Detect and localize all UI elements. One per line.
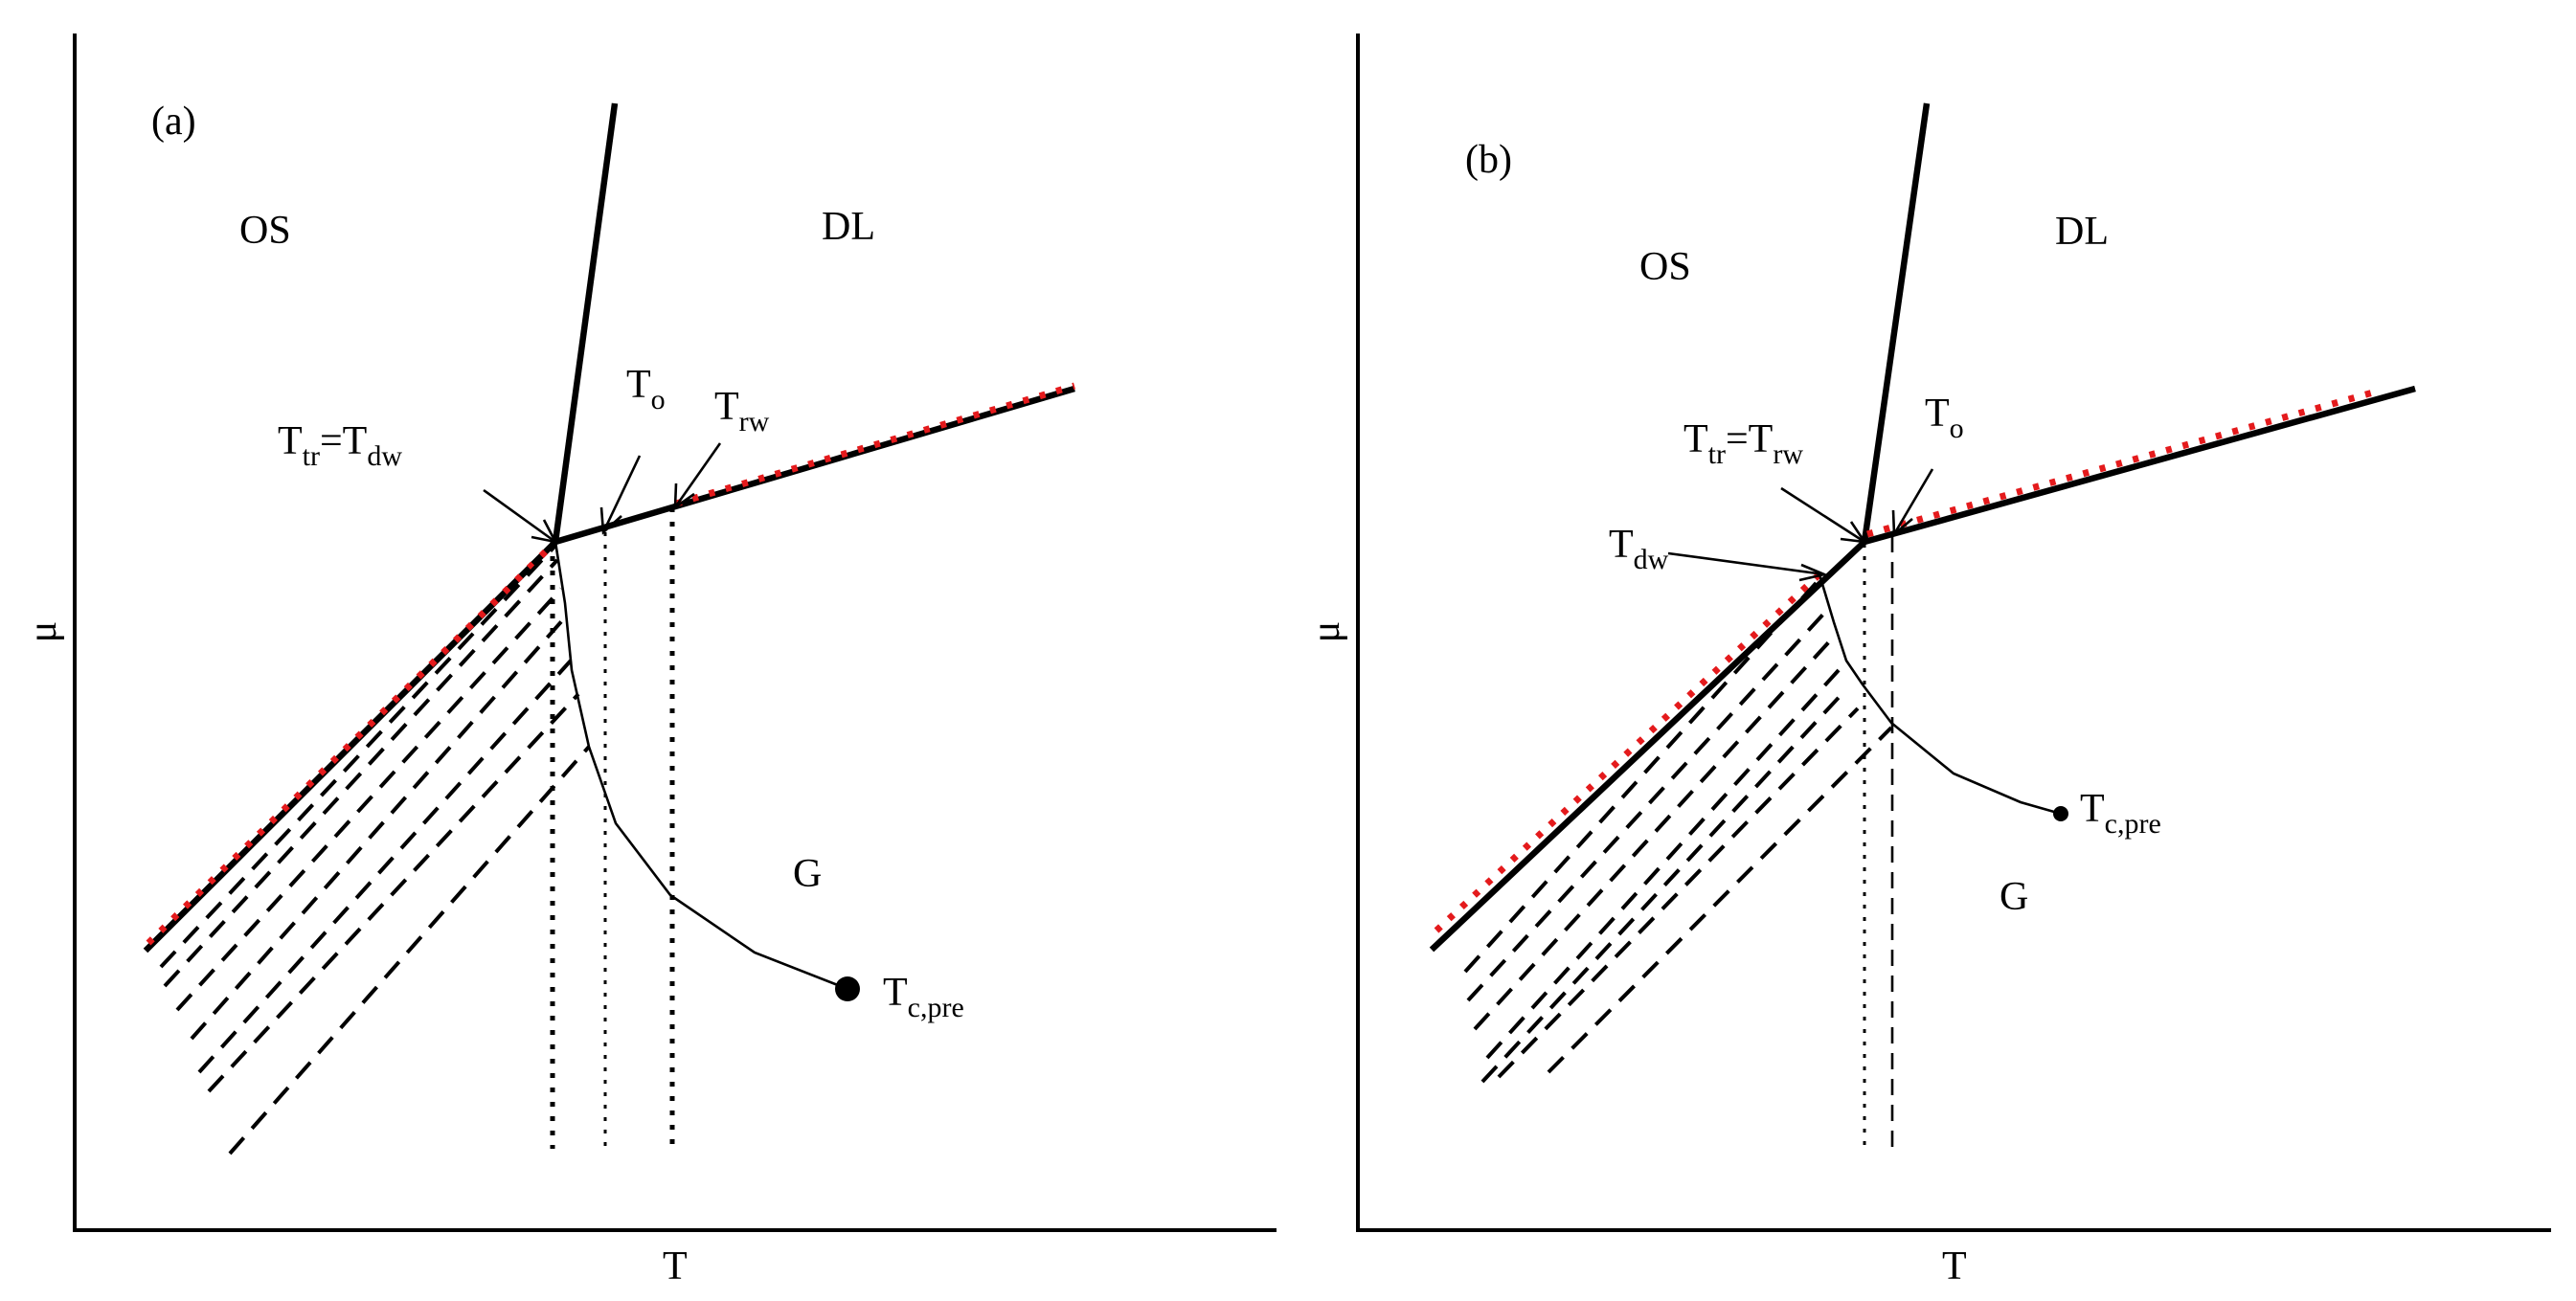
panel-b-arrow-tdw (1667, 551, 1829, 582)
panel-a-axis-x-label: T (663, 1245, 688, 1289)
panel-b-red-dotted-right (1866, 389, 2374, 538)
panel-a-region-os: OS (239, 209, 291, 253)
panel-a-arrow-ttr (483, 488, 558, 544)
panel-b-axis-x-label: T (1942, 1245, 1967, 1289)
panel-a-arrow-trw (673, 442, 722, 510)
panel-b-os-g-boundary (1429, 539, 1867, 953)
panel-b-axis-y-label: μ (1304, 621, 1348, 643)
panel-b-label-ttr-trw: Ttr=Trw (1683, 417, 1803, 470)
panel-a-label-trw: Trw (714, 385, 770, 437)
svg-text:To: To (626, 363, 666, 415)
panel-b-os-dl-boundary (1861, 102, 1931, 543)
panel-a-dl-g-boundary (554, 385, 1075, 546)
panel-a-axis-y-label: μ (21, 621, 65, 643)
panel-a-axes (73, 34, 1277, 1232)
svg-text:To: To (1925, 392, 1964, 444)
svg-text:Ttr=Trw: Ttr=Trw (1683, 417, 1803, 470)
svg-text:Tc,pre: Tc,pre (2080, 787, 2161, 840)
panel-a-label-tc: Tc,pre (883, 971, 964, 1023)
panel-b-region-os: OS (1639, 245, 1691, 289)
panel-b-red-dotted-left (1434, 572, 1822, 933)
panel-b-label-tc: Tc,pre (2080, 787, 2161, 840)
panel-a-label-to: To (626, 363, 666, 415)
svg-text:Tdw: Tdw (1609, 523, 1669, 575)
panel-b-label-tdw: Tdw (1609, 523, 1669, 575)
panel-a-label-ttr-tdw: Ttr=Tdw (278, 419, 402, 472)
panel-b-prewetting-line (1818, 573, 2062, 816)
panel-b-tag: (b) (1465, 138, 1512, 182)
panel-b-critical-point (2053, 806, 2068, 821)
panel-b: (b) OS DL G T μ Ttr=Trw To Tdw Tc,pre (1304, 34, 2551, 1289)
panel-b-dl-g-boundary (1864, 385, 2416, 546)
svg-text:Tc,pre: Tc,pre (883, 971, 964, 1023)
panel-a-region-dl: DL (822, 205, 875, 249)
panel-a-dashed-lines (159, 544, 591, 1155)
panel-a-red-dotted-right (675, 382, 1075, 507)
panel-b-arrow-to (1891, 468, 1934, 537)
panel-a-prewetting-line (554, 541, 848, 991)
svg-text:Ttr=Tdw: Ttr=Tdw (278, 419, 402, 472)
panel-a-tag: (a) (151, 100, 196, 144)
panel-a: (a) OS DL G T μ Ttr=Tdw To Trw Tc,pre (21, 34, 1277, 1289)
panel-b-arrow-ttr (1780, 486, 1867, 544)
panel-b-region-dl: DL (2055, 210, 2109, 254)
panel-b-dashed-lines (1463, 577, 1893, 1084)
panel-a-arrow-to (599, 455, 642, 535)
panel-b-label-to: To (1925, 392, 1964, 444)
svg-text:Trw: Trw (714, 385, 770, 437)
panel-b-region-g: G (2000, 875, 2028, 919)
panel-b-axes (1356, 34, 2551, 1232)
panel-a-region-g: G (793, 852, 822, 896)
panel-a-critical-point (835, 976, 860, 1001)
panel-a-os-dl-boundary (552, 102, 619, 543)
